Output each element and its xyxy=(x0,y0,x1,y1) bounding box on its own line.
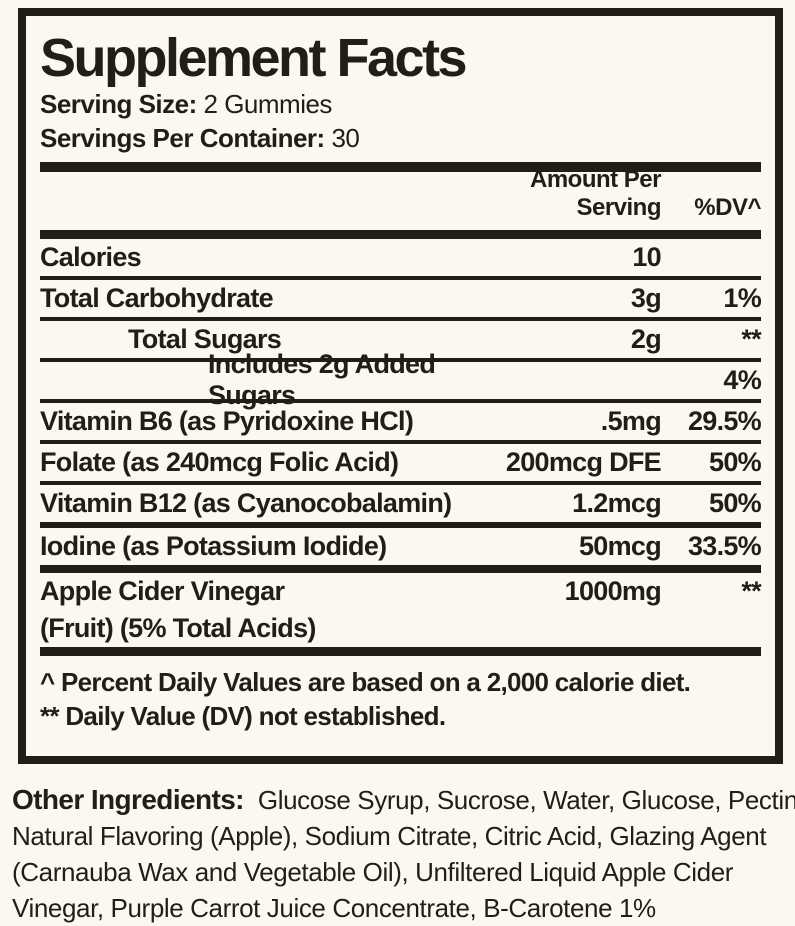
nutrient-amount: 200mcg DFE xyxy=(505,446,662,477)
nutrient-name: Vitamin B6 (as Pyridoxine HCl) xyxy=(40,405,414,436)
other-ingredients-section: Other Ingredients: Glucose Syrup, Sucrose… xyxy=(12,782,795,926)
nutrient-name-second-line: (Fruit) (5% Total Acids) xyxy=(40,612,316,643)
footnote-dv-not-established: ** Daily Value (DV) not established. xyxy=(40,700,446,731)
nutrient-dv: ** xyxy=(741,323,761,354)
other-ingredients-label: Other Ingredients: xyxy=(12,784,244,815)
nutrient-amount: 50mcg xyxy=(578,530,662,561)
other-ingredients-line: Other Ingredients: Glucose Syrup, Sucrose… xyxy=(12,782,795,818)
nutrient-name: Iodine (as Potassium Iodide) xyxy=(40,530,387,561)
header-divider xyxy=(40,229,761,239)
nutrient-row-line: Iodine (as Potassium Iodide) 50mcg 33.5% xyxy=(40,528,762,565)
servings-per-container-line: Servings Per Container: 30 xyxy=(40,121,761,155)
column-header-row: Amount Per Serving %DV^ xyxy=(40,166,762,230)
other-ingredients-text: Glucose Syrup, Sucrose, Water, Glucose, … xyxy=(257,785,795,815)
nutrient-name: Includes 2g Added Sugars xyxy=(208,349,436,411)
nutrient-dv: 50% xyxy=(709,487,762,518)
nutrient-dv: ** xyxy=(741,575,761,606)
nutrient-row: Total Sugars 2g ** xyxy=(40,321,762,362)
nutrient-amount: 1000mg xyxy=(564,575,662,606)
amount-per-serving-header: Amount Per Serving xyxy=(529,165,662,221)
nutrient-amount: 3g xyxy=(630,282,662,313)
nutrient-row: Includes 2g Added Sugars 4% xyxy=(40,349,762,410)
nutrient-row: Calories 10 xyxy=(40,239,761,280)
serving-size-line: Serving Size: 2 Gummies xyxy=(40,87,761,121)
nutrient-row-line: Total Sugars 2g ** xyxy=(40,321,762,358)
nutrient-amount: 10 xyxy=(632,241,661,272)
nutrient-row: Vitamin B12 (as Cyanocobalamin) 1.2mcg 5… xyxy=(40,485,762,528)
nutrient-dv: 29.5% xyxy=(687,405,762,436)
nutrient-name: Calories xyxy=(40,241,142,272)
nutrient-row-line: Total Carbohydrate 3g 1% xyxy=(40,280,762,317)
supplement-facts-panel: Supplement Facts Serving Size: 2 Gummies… xyxy=(18,8,783,764)
nutrient-name: Folate (as 240mcg Folic Acid) xyxy=(40,446,399,477)
nutrient-dv: 50% xyxy=(709,446,762,477)
nutrient-row-line: Calories 10 xyxy=(40,239,761,276)
footnote-divider xyxy=(40,646,761,656)
panel-title: Supplement Facts xyxy=(40,28,468,88)
nutrient-dv: 33.5% xyxy=(687,530,762,561)
serving-size-label: Serving Size: xyxy=(40,88,197,119)
nutrient-row: Total Carbohydrate 3g 1% xyxy=(40,280,762,321)
nutrient-row: Iodine (as Potassium Iodide) 50mcg 33.5% xyxy=(40,528,762,573)
nutrient-name: Total Sugars xyxy=(128,323,282,354)
nutrient-amount: 1.2mcg xyxy=(572,487,662,518)
footnote-percent-dv: ^ Percent Daily Values are based on a 2,… xyxy=(40,666,691,697)
nutrient-dv: 1% xyxy=(723,282,761,313)
nutrient-dv: 4% xyxy=(723,364,761,395)
serving-size-value: 2 Gummies xyxy=(203,88,333,119)
other-ingredients-line: (Carnauba Wax and Vegetable Oil), Unfilt… xyxy=(12,857,734,887)
nutrient-row-line: Apple Cider Vinegar 1000mg ** xyxy=(40,573,762,610)
other-ingredients-line: Vinegar, Purple Carrot Juice Concentrate… xyxy=(12,893,656,923)
other-ingredients-line: Natural Flavoring (Apple), Sodium Citrat… xyxy=(12,821,767,851)
nutrient-row-line: Folate (as 240mcg Folic Acid) 200mcg DFE… xyxy=(40,444,762,481)
nutrient-row-line: Includes 2g Added Sugars 4% xyxy=(40,349,762,410)
nutrient-row: Vitamin B6 (as Pyridoxine HCl) .5mg 29.5… xyxy=(40,403,762,444)
nutrient-name: Apple Cider Vinegar xyxy=(40,575,285,606)
nutrient-amount: .5mg xyxy=(600,405,662,436)
nutrient-row-line: Vitamin B12 (as Cyanocobalamin) 1.2mcg 5… xyxy=(40,485,762,522)
footnotes: ^ Percent Daily Values are based on a 2,… xyxy=(40,656,761,733)
nutrient-name: Vitamin B12 (as Cyanocobalamin) xyxy=(40,487,452,518)
nutrient-amount: 2g xyxy=(630,323,662,354)
nutrient-row-line: Vitamin B6 (as Pyridoxine HCl) .5mg 29.5… xyxy=(40,403,762,440)
nutrient-row: Folate (as 240mcg Folic Acid) 200mcg DFE… xyxy=(40,444,762,485)
servings-per-container-label: Servings Per Container: xyxy=(40,122,325,153)
nutrient-name: Total Carbohydrate xyxy=(40,282,274,313)
major-divider xyxy=(40,161,761,172)
servings-per-container-value: 30 xyxy=(331,122,360,153)
dv-header: %DV^ xyxy=(694,193,761,221)
nutrient-row: Apple Cider Vinegar 1000mg ** (Fruit) (5… xyxy=(40,573,762,647)
nutrient-rows: Calories 10 Total Carbohydrate 3g 1% Tot… xyxy=(40,239,762,647)
